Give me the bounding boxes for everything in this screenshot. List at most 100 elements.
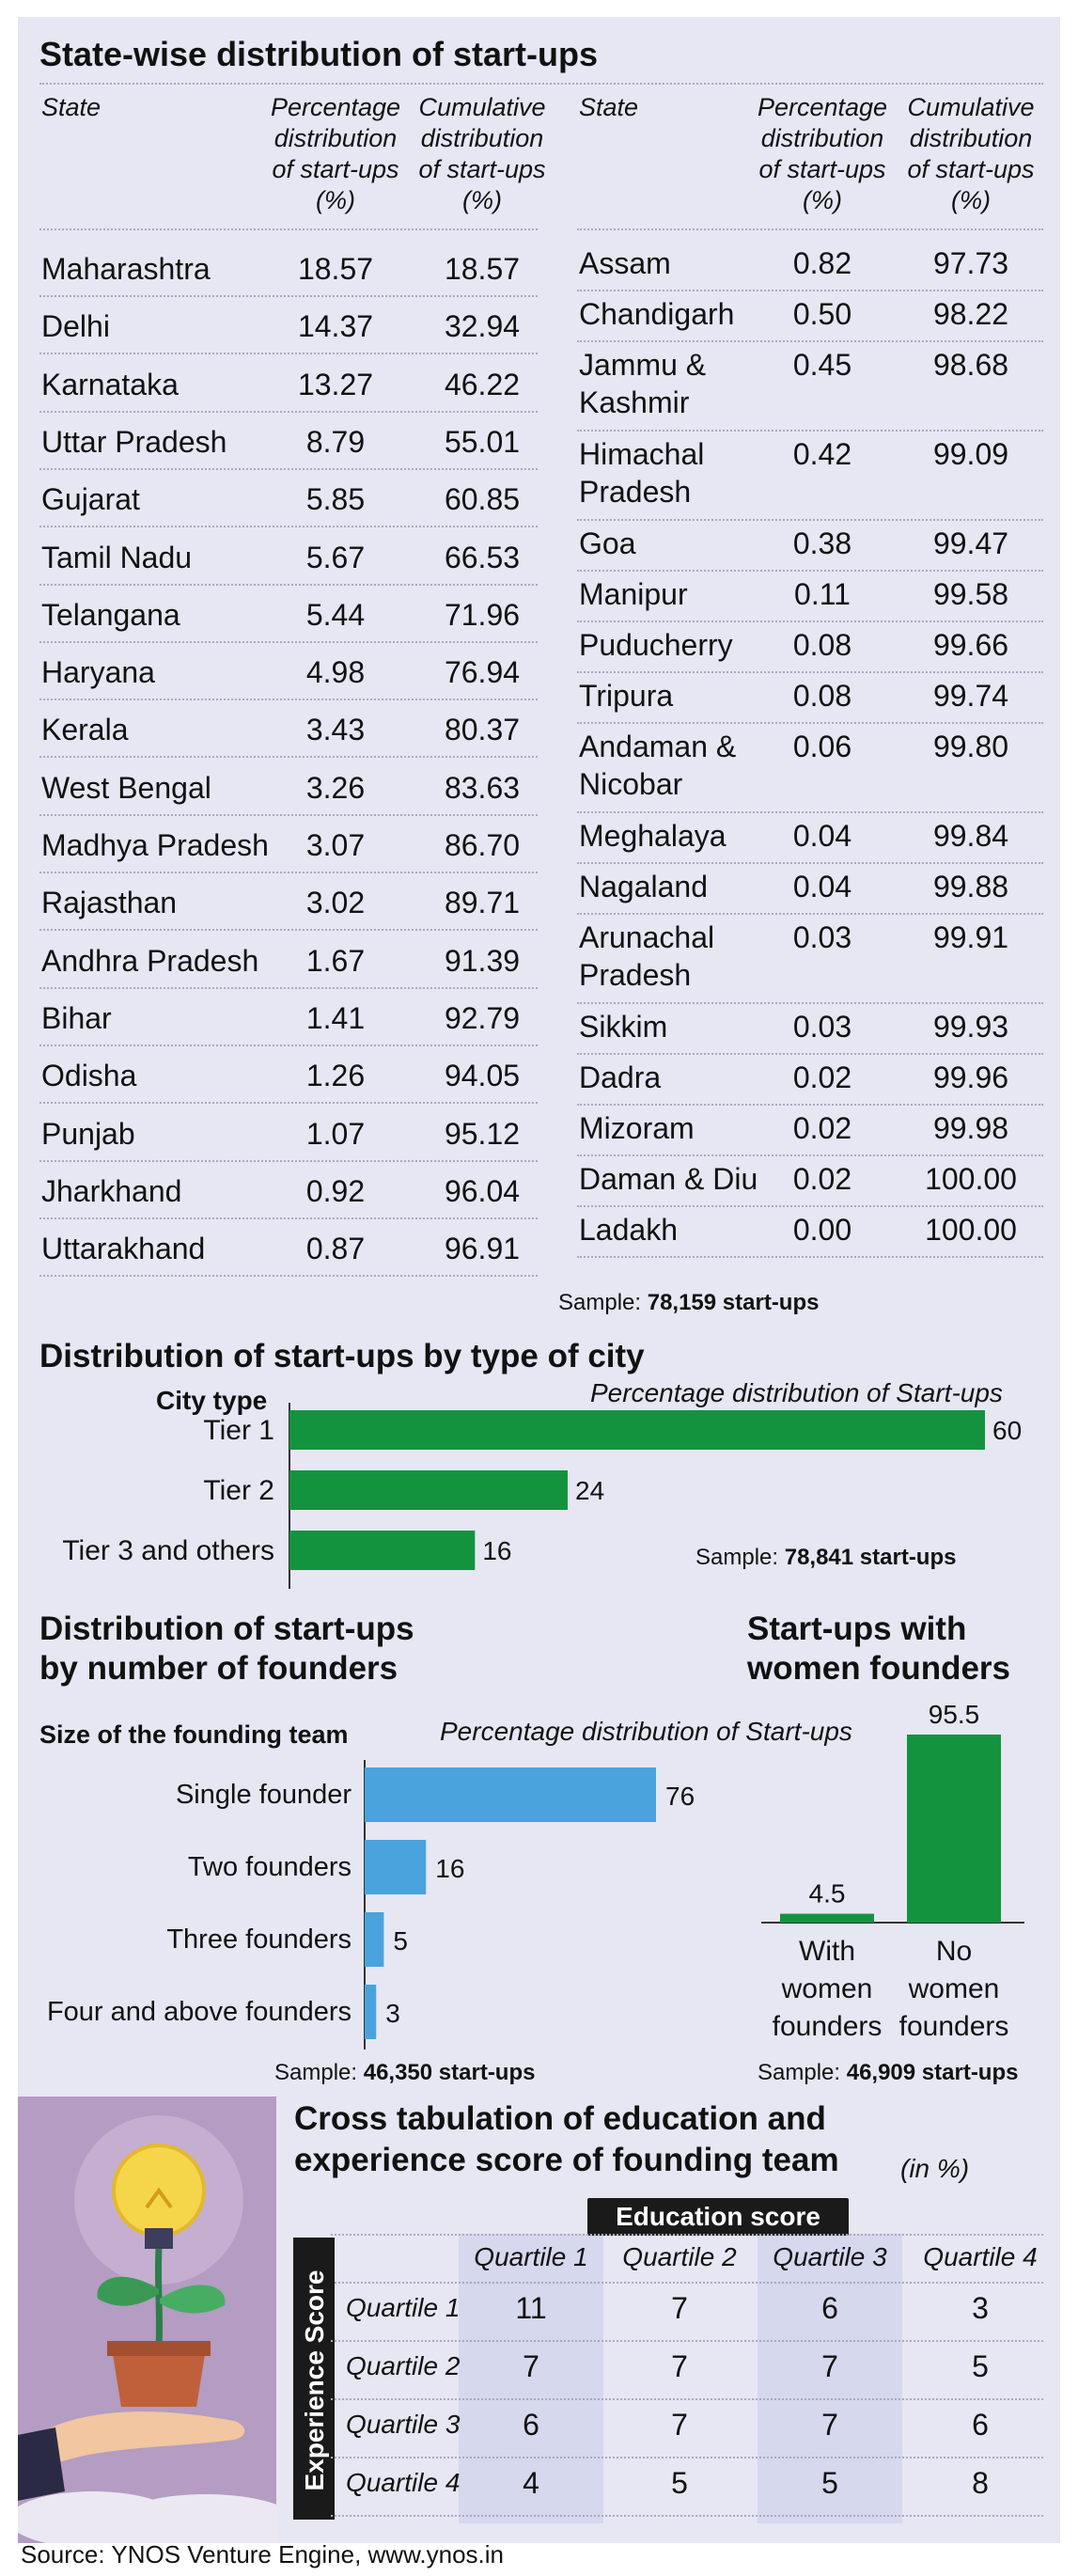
row-divider	[331, 2398, 1043, 2400]
cross-tab-unit: (in %)	[900, 2154, 970, 2183]
city-axis-title: City type	[156, 1386, 268, 1415]
women-sample: Sample: 46,909 start-ups	[758, 2060, 1019, 2085]
state-cumulative: 66.53	[444, 540, 521, 574]
state-name: Mizoram	[579, 1111, 695, 1145]
cumulative-col-header: Cumulative	[907, 93, 1035, 121]
founders-chart-title-1: Distribution of start-ups	[39, 1610, 414, 1647]
row-divider	[577, 862, 1043, 864]
cumulative-col-header: distribution	[420, 124, 544, 152]
divider	[331, 2282, 1043, 2284]
founders-value-label: 16	[435, 1854, 464, 1883]
state-cumulative: 99.66	[932, 628, 1009, 662]
row-divider	[577, 671, 1043, 673]
state-percentage: 0.00	[792, 1213, 852, 1247]
row-divider	[331, 2515, 1043, 2517]
state-name: Himachal	[579, 437, 705, 471]
state-cumulative: 99.91	[932, 920, 1009, 954]
percentage-col-header: Percentage	[757, 93, 888, 121]
row-divider	[577, 290, 1043, 291]
founders-bar	[365, 1985, 377, 2039]
state-name: Andhra Pradesh	[41, 943, 259, 978]
state-name: Uttarakhand	[41, 1232, 206, 1266]
state-percentage: 0.04	[792, 819, 852, 853]
state-name: Bihar	[41, 1000, 112, 1035]
cumulative-col-header: (%)	[951, 186, 991, 214]
state-percentage: 0.04	[792, 870, 852, 903]
state-name: Tripura	[579, 679, 674, 713]
percentage-col-header: Percentage	[270, 93, 401, 121]
state-cumulative: 100.00	[925, 1213, 1017, 1247]
state-cumulative: 95.12	[444, 1116, 521, 1151]
founders-chart-title-2: by number of founders	[39, 1650, 398, 1687]
divider	[331, 2234, 1043, 2236]
row-divider	[39, 872, 538, 873]
cross-tab-cell: 8	[972, 2466, 989, 2500]
women-value-label: 4.5	[809, 1879, 846, 1908]
city-category-label: Tier 1	[203, 1415, 274, 1446]
percentage-col-header: distribution	[760, 124, 884, 152]
city-sample: Sample: 78,841 start-ups	[695, 1545, 957, 1570]
state-cumulative: 99.98	[932, 1111, 1009, 1145]
state-cumulative: 99.74	[932, 679, 1009, 713]
row-divider	[331, 2457, 1043, 2458]
state-percentage: 1.07	[305, 1116, 366, 1151]
cross-tab-cell: 6	[972, 2408, 989, 2442]
women-chart-title-1: Start-ups with	[747, 1610, 967, 1647]
state-name: Jammu &	[579, 348, 707, 382]
state-percentage: 1.26	[305, 1059, 366, 1093]
state-percentage: 0.82	[792, 246, 852, 280]
cross-tab-row-label: Quartile 1	[346, 2293, 461, 2322]
founders-value-label: 76	[665, 1782, 695, 1811]
state-percentage: 0.92	[305, 1173, 366, 1208]
cross-tab-row-label: Quartile 3	[346, 2410, 461, 2439]
founders-bar	[365, 1912, 384, 1967]
row-divider	[577, 430, 1043, 432]
state-percentage: 0.08	[792, 628, 852, 662]
state-name: Delhi	[41, 309, 110, 344]
cross-tab-cell: 7	[821, 2349, 838, 2383]
row-divider	[39, 353, 538, 355]
state-cumulative: 96.04	[444, 1173, 521, 1208]
state-cumulative: 60.85	[444, 482, 521, 517]
founders-bar	[365, 1767, 656, 1822]
cross-tab-cell: 7	[671, 2291, 688, 2325]
row-divider	[39, 1217, 538, 1219]
state-cumulative: 46.22	[444, 367, 521, 401]
city-bar	[289, 1470, 568, 1510]
state-cumulative: 18.57	[444, 252, 521, 286]
state-name: Arunachal	[579, 920, 715, 954]
state-table-title: State-wise distribution of start-ups	[39, 35, 599, 73]
row-divider	[39, 410, 538, 413]
row-divider	[39, 640, 538, 643]
row-divider	[577, 913, 1043, 915]
women-category-label: No	[936, 1936, 972, 1967]
row-divider	[577, 1205, 1043, 1207]
row-divider	[39, 699, 538, 701]
cross-tab-col-header: Quartile 2	[622, 2242, 737, 2271]
state-percentage: 3.02	[305, 886, 366, 920]
row-divider	[577, 519, 1043, 521]
cross-tab-cell: 4	[523, 2466, 539, 2500]
cross-tab-title-2: experience score of founding team	[294, 2142, 839, 2178]
state-cumulative: 99.47	[932, 526, 1009, 560]
women-category-label: With	[799, 1936, 855, 1967]
state-sample: Sample: 78,159 start-ups	[558, 1290, 820, 1315]
row-divider	[577, 722, 1043, 724]
state-col-header: State	[41, 93, 102, 121]
cumulative-col-header: of start-ups	[907, 155, 1035, 183]
cross-tab-cell: 5	[972, 2349, 989, 2383]
state-percentage: 0.87	[305, 1232, 366, 1266]
state-cumulative: 89.71	[444, 886, 521, 920]
state-cumulative: 99.80	[932, 730, 1009, 763]
row-divider	[577, 1256, 1043, 1258]
cross-tab-row-label: Quartile 4	[346, 2468, 461, 2497]
row-divider	[577, 1104, 1043, 1106]
cross-tab-cell: 6	[523, 2408, 539, 2442]
founders-bar-chart: Single founder 76 Two founders 16 Three foun…	[47, 1760, 695, 2050]
city-category-label: Tier 2	[203, 1475, 274, 1506]
state-cumulative: 99.84	[932, 819, 1009, 853]
city-bar	[289, 1410, 985, 1450]
row-divider	[39, 467, 538, 470]
state-name: Manipur	[579, 577, 688, 611]
state-percentage: 5.44	[305, 597, 366, 632]
